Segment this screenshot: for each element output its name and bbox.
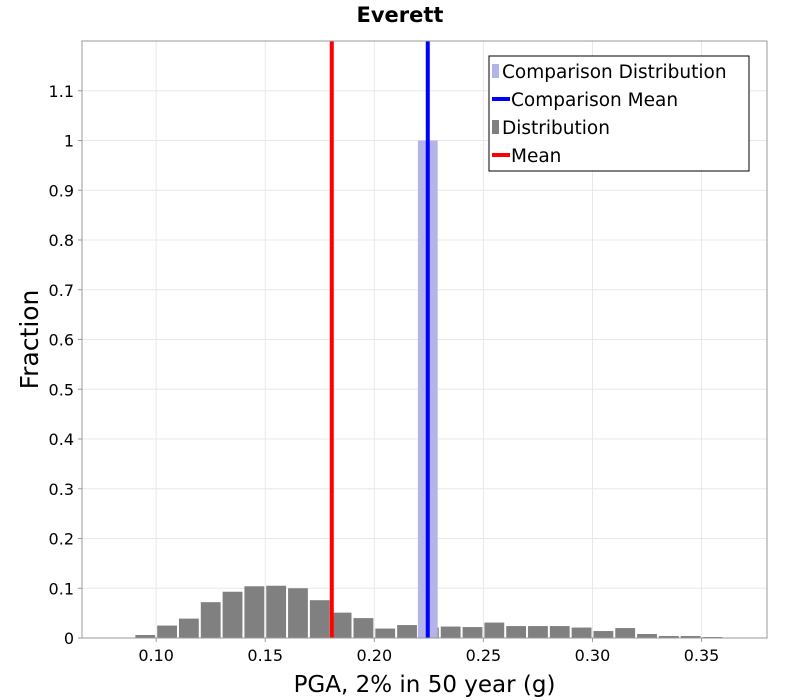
x-tick-label: 0.10 bbox=[138, 646, 174, 665]
distribution-bar bbox=[135, 635, 156, 638]
distribution-bar bbox=[244, 586, 265, 638]
legend-label: Mean bbox=[511, 146, 561, 167]
distribution-bar bbox=[288, 588, 308, 638]
y-tick-label: 0.3 bbox=[49, 480, 74, 499]
x-tick-label: 0.25 bbox=[466, 646, 502, 665]
y-tick-label: 0.8 bbox=[49, 231, 74, 250]
x-tick-label: 0.20 bbox=[357, 646, 393, 665]
distribution-bar bbox=[528, 626, 548, 638]
legend-box bbox=[488, 55, 750, 172]
y-tick-label: 0 bbox=[64, 629, 74, 648]
distribution-bar bbox=[353, 618, 374, 638]
legend-label: Comparison Distribution bbox=[502, 62, 727, 83]
legend: Comparison Distribution Comparison Mean Di… bbox=[488, 55, 750, 172]
distribution-bar bbox=[637, 634, 657, 638]
distribution-bar bbox=[680, 636, 701, 638]
distribution-bar bbox=[571, 627, 592, 638]
distribution-bar bbox=[375, 628, 396, 638]
distribution-bar bbox=[615, 628, 636, 638]
distribution-bar bbox=[658, 636, 679, 638]
x-tick-label: 0.30 bbox=[575, 646, 611, 665]
y-tick-label: 0.7 bbox=[49, 281, 74, 300]
legend-label: Comparison Mean bbox=[511, 90, 678, 111]
distribution-bar bbox=[462, 627, 483, 638]
y-tick-label: 0.2 bbox=[49, 530, 74, 549]
distribution-bar bbox=[549, 626, 570, 638]
distribution-bar bbox=[157, 625, 177, 638]
distribution-bar bbox=[506, 626, 527, 638]
x-axis-label: PGA, 2% in 50 year (g) bbox=[294, 672, 556, 698]
legend-swatch bbox=[492, 120, 499, 134]
y-tick-label: 0.9 bbox=[49, 181, 74, 200]
y-tick-label: 1 bbox=[64, 132, 74, 151]
legend-swatch bbox=[492, 64, 499, 78]
distribution-bar bbox=[484, 622, 505, 638]
distribution-bar bbox=[593, 631, 614, 638]
y-tick-label: 1.1 bbox=[49, 82, 74, 101]
x-tick-label: 0.15 bbox=[247, 646, 283, 665]
distribution-bar bbox=[331, 612, 352, 638]
y-axis-label: Fraction bbox=[15, 290, 44, 390]
distribution-bar bbox=[200, 602, 221, 638]
y-tick-label: 0.1 bbox=[49, 579, 74, 598]
distribution-bar bbox=[178, 618, 199, 638]
distribution-bar bbox=[397, 625, 417, 638]
y-tick-label: 0.6 bbox=[49, 331, 74, 350]
distribution-bar bbox=[440, 626, 461, 638]
chart-title: Everett bbox=[356, 3, 444, 27]
legend-label: Distribution bbox=[502, 118, 610, 139]
y-tick-label: 0.5 bbox=[49, 380, 74, 399]
distribution-bar bbox=[309, 600, 330, 638]
x-tick-label: 0.35 bbox=[684, 646, 720, 665]
distribution-bar bbox=[266, 585, 287, 638]
y-tick-label: 0.4 bbox=[49, 430, 74, 449]
distribution-bar bbox=[222, 591, 243, 638]
